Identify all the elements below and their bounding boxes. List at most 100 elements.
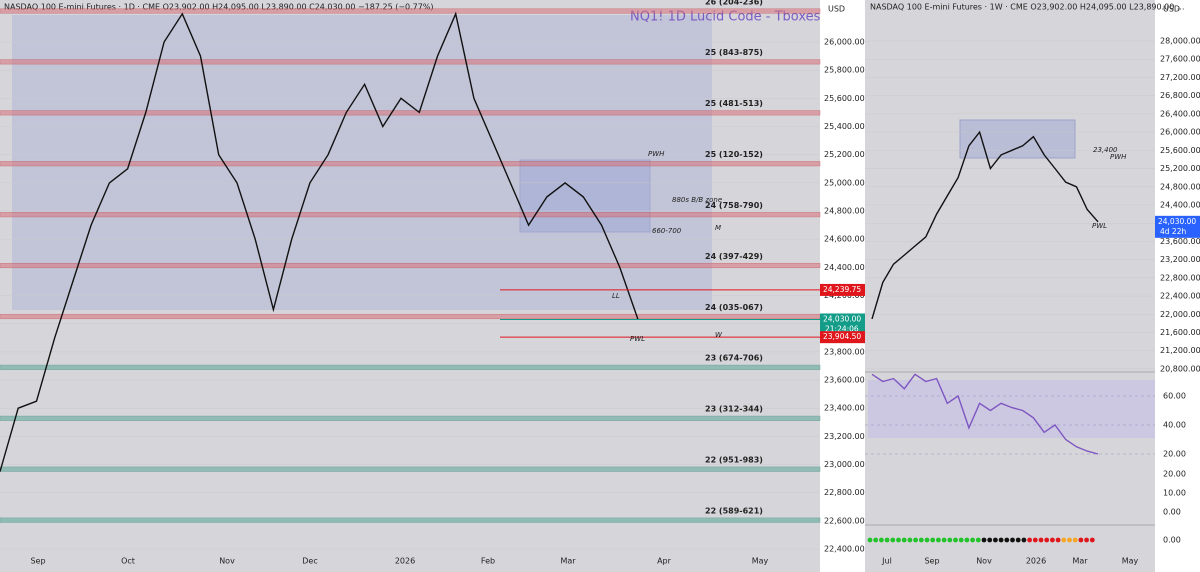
level-band	[0, 59, 821, 65]
state-dot	[924, 537, 930, 543]
level-band	[0, 110, 821, 116]
price-badge-label: 23,904.50	[823, 332, 861, 341]
state-dot	[953, 537, 958, 543]
countdown: 21:24:06	[825, 324, 859, 333]
state-dot	[1044, 537, 1050, 543]
y-tick-label: 23,200.00	[824, 432, 865, 441]
state-dot	[947, 537, 953, 543]
state-dot	[981, 537, 987, 543]
state-dot	[993, 537, 998, 543]
y-tick-label: 20.00	[1163, 470, 1186, 479]
level-band	[0, 8, 821, 14]
state-dot	[1015, 537, 1021, 543]
zone-box	[519, 159, 651, 233]
annotation: PWL	[1092, 222, 1107, 230]
y-tick-label: 40.00	[1163, 421, 1186, 430]
price-badge-label: 24,030.00	[823, 314, 861, 323]
countdown: 4d 22h	[1160, 227, 1186, 236]
state-dot	[918, 537, 924, 543]
y-tick-label: 25,200.00	[1160, 164, 1200, 173]
state-dot	[1027, 537, 1032, 543]
y-tick-label: 26,000.00	[824, 38, 865, 47]
state-dot	[884, 537, 890, 543]
rsi-line	[871, 373, 1099, 455]
y-tick-label: 22,600.00	[824, 516, 865, 525]
y-tick-label: 24,600.00	[824, 235, 865, 244]
y-tick-label: 21,200.00	[1160, 346, 1200, 355]
y-tick-label: 10.00	[1163, 489, 1186, 498]
x-tick-label: Nov	[219, 557, 235, 566]
x-tick-label: Dec	[302, 557, 317, 566]
y-tick-label: 23,800.00	[824, 347, 865, 356]
state-dot	[879, 537, 884, 543]
annotation: PWH	[1110, 153, 1127, 161]
y-tick-label: 23,600.00	[824, 376, 865, 385]
y-tick-label: 0.00	[1163, 508, 1181, 517]
state-dot	[970, 537, 975, 543]
state-dot	[1078, 537, 1084, 543]
state-dot	[941, 537, 947, 543]
state-dot	[1038, 537, 1044, 543]
x-tick-label: May	[752, 557, 769, 566]
level-band	[0, 262, 821, 269]
state-dot	[1055, 537, 1061, 543]
y-tick-label: 60.00	[1163, 392, 1186, 401]
state-dot	[901, 537, 907, 543]
right-pane	[865, 0, 1155, 572]
annotation: PWL	[630, 335, 645, 343]
price-badge-label: 24,030.00	[1158, 217, 1196, 226]
y-tick-label: 25,600.00	[824, 94, 865, 103]
y-tick-label: 28,000.00	[1160, 37, 1200, 46]
x-tick-label: Mar	[1072, 557, 1088, 566]
left-header: NASDAQ 100 E-mini Futures · 1D · CME O23…	[4, 3, 434, 12]
state-dot	[867, 537, 873, 543]
y-tick-label: 23,200.00	[1160, 255, 1200, 264]
y-tick-label: 24,800.00	[824, 207, 865, 216]
x-tick-label: May	[1122, 557, 1139, 566]
level-label: 25 (843-875)	[705, 48, 763, 57]
state-dot	[1004, 537, 1010, 543]
state-dot	[913, 537, 918, 543]
state-dot	[1010, 537, 1015, 543]
y-tick-label: 22,400.00	[1160, 292, 1200, 301]
y-tick-label: 25,200.00	[824, 150, 865, 159]
y-tick-label: 20,800.00	[1160, 364, 1200, 373]
x-tick-label: Nov	[976, 557, 992, 566]
y-tick-label: 26,000.00	[1160, 128, 1200, 137]
state-dot	[936, 537, 941, 543]
price-line	[871, 130, 1099, 320]
y-tick-label: 22,400.00	[824, 545, 865, 554]
y-tick-label: 23,000.00	[824, 460, 865, 469]
state-dot	[890, 537, 896, 543]
level-label: 22 (951-983)	[705, 455, 763, 464]
x-tick-label: 2026	[395, 557, 415, 566]
x-tick-label: Mar	[560, 557, 576, 566]
annotation: 880s B/B zone	[672, 196, 722, 204]
x-tick-label: Oct	[121, 557, 135, 566]
state-dot	[987, 537, 993, 543]
y-tick-label: 22,800.00	[824, 488, 865, 497]
y-tick-label: 21,600.00	[1160, 328, 1200, 337]
state-dot	[907, 537, 913, 543]
level-label: 22 (589-621)	[705, 506, 763, 515]
state-dot	[1067, 537, 1072, 543]
y-tick-label: 26,800.00	[1160, 91, 1200, 100]
level-label: 23 (312-344)	[705, 405, 763, 414]
y-tick-label: 24,400.00	[1160, 200, 1200, 209]
state-dot	[1021, 537, 1027, 543]
state-dot	[1072, 537, 1078, 543]
y-tick-label: 20.00	[1163, 450, 1186, 459]
level-label: 25 (481-513)	[705, 99, 763, 108]
price-badge	[820, 283, 865, 296]
level-band	[0, 517, 821, 523]
currency: USD	[1163, 5, 1180, 14]
price-badge-label: 24,239.75	[823, 285, 861, 294]
state-dot	[873, 537, 879, 543]
x-tick-label: 2026	[1026, 557, 1046, 566]
annotation: LL	[612, 292, 620, 300]
y-tick-label: 24,400.00	[824, 263, 865, 272]
left-pane	[0, 0, 820, 572]
annotation: 660-700	[652, 227, 682, 235]
annotation: PWH	[648, 150, 665, 158]
